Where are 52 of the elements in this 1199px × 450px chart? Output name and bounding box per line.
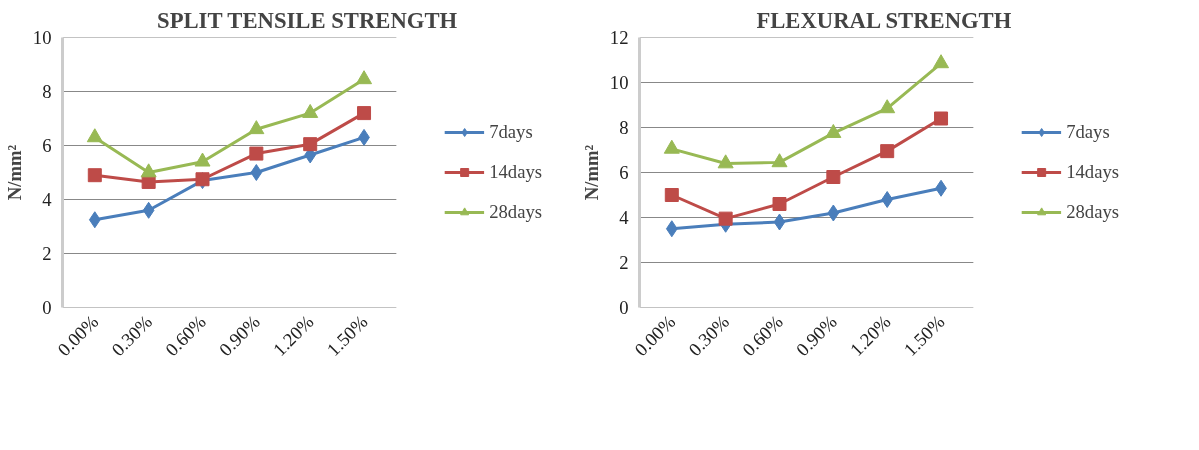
point: [249, 146, 264, 161]
y-tick-label: 8: [619, 117, 629, 138]
y-tick-label: 0: [619, 297, 629, 318]
point: [933, 54, 950, 69]
point: [142, 201, 155, 219]
y-tick-label: 8: [42, 81, 52, 102]
point: [664, 188, 679, 202]
legend-label: 14days: [1066, 161, 1119, 183]
point: [665, 220, 678, 238]
point: [248, 120, 265, 135]
y-axis-title: N/mm²: [3, 144, 25, 201]
point: [663, 139, 680, 154]
point: [87, 168, 102, 183]
y-tick-label: 6: [619, 162, 629, 183]
point: [773, 213, 786, 231]
legend-label: 14days: [489, 161, 542, 183]
point: [86, 128, 103, 143]
y-tick-label: 2: [42, 243, 52, 264]
y-tick-label: 12: [609, 27, 629, 48]
point: [717, 154, 734, 169]
y-tick-label: 4: [42, 189, 53, 210]
point: [88, 211, 101, 229]
point: [140, 163, 157, 178]
legend-label: 28days: [489, 201, 542, 223]
chart-title: FLEXURAL STRENGTH: [756, 7, 1012, 33]
legend-label: 7days: [1066, 121, 1110, 143]
point: [302, 103, 319, 118]
y-tick-label: 10: [609, 72, 629, 93]
point: [772, 197, 787, 211]
chart-title: SPLIT TENSILE STRENGTH: [157, 7, 458, 33]
point: [194, 152, 211, 167]
y-tick-label: 4: [619, 207, 630, 228]
point: [881, 191, 894, 208]
point: [879, 99, 896, 114]
point: [825, 123, 842, 138]
point: [250, 164, 263, 181]
point: [826, 170, 841, 184]
point: [771, 153, 788, 168]
legend-label: 7days: [489, 121, 533, 143]
point: [357, 106, 372, 121]
y-tick-label: 6: [42, 135, 52, 156]
point: [303, 137, 318, 152]
point: [718, 211, 733, 226]
point: [934, 111, 949, 126]
point: [880, 144, 895, 159]
y-axis-title: N/mm²: [580, 144, 602, 201]
legend-label: 28days: [1066, 201, 1119, 223]
y-tick-label: 2: [619, 252, 629, 273]
y-tick-label: 0: [42, 297, 52, 318]
point: [827, 204, 840, 222]
point: [356, 70, 373, 85]
y-tick-label: 10: [32, 27, 52, 48]
